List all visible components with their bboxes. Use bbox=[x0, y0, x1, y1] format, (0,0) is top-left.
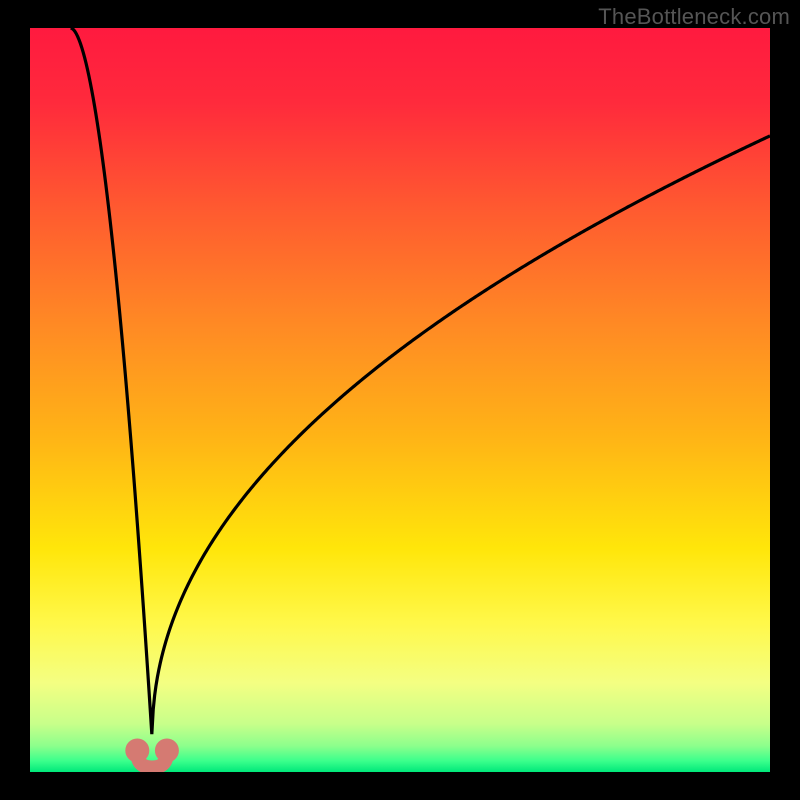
watermark-text: TheBottleneck.com bbox=[598, 4, 790, 30]
gradient-background bbox=[30, 28, 770, 772]
chart-stage: TheBottleneck.com bbox=[0, 0, 800, 800]
chart-svg bbox=[0, 0, 800, 800]
